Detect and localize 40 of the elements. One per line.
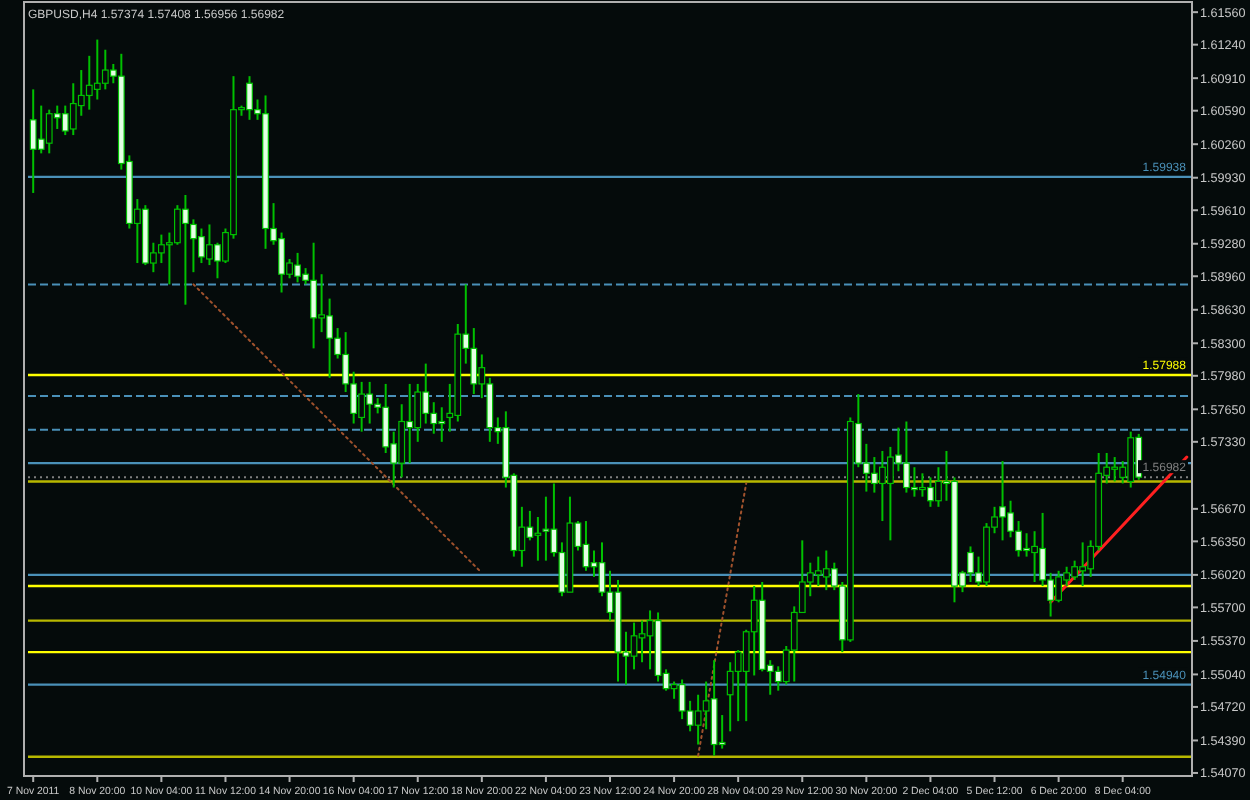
candlestick [870,456,878,494]
candlestick [927,476,934,508]
candlestick [1031,530,1038,583]
candlestick [822,549,830,592]
candlestick [438,406,446,443]
candlestick [422,362,430,425]
candlestick [406,382,414,465]
candlestick [750,585,758,677]
candlestick [294,251,301,284]
candlestick [358,380,366,433]
candlestick [1079,541,1087,588]
candlestick [542,495,550,562]
candlestick [246,75,253,121]
candlestick [903,420,910,494]
candlestick [646,609,654,671]
candlestick [29,88,37,194]
candlestick [999,460,1006,542]
candlestick [710,659,718,757]
candlestick [93,38,101,101]
candlestick [318,273,326,334]
candlestick [1071,559,1079,581]
candlestick [1127,430,1135,489]
candlestick [310,241,317,350]
candlestick [534,515,542,562]
candlestick [814,555,822,588]
candlestick [911,466,918,498]
candlestick [630,621,638,671]
candlestick [37,104,45,155]
candlestick [206,223,213,267]
candlestick [638,619,646,664]
candlestick [919,472,926,498]
candlestick [182,193,189,306]
candlestick [45,108,53,155]
candlestick [878,449,886,523]
candlestick [366,380,374,425]
candlestick [967,545,974,583]
candlestick [198,227,205,265]
candlestick [101,48,109,91]
candlestick [1111,456,1119,483]
candlestick [1023,532,1030,558]
